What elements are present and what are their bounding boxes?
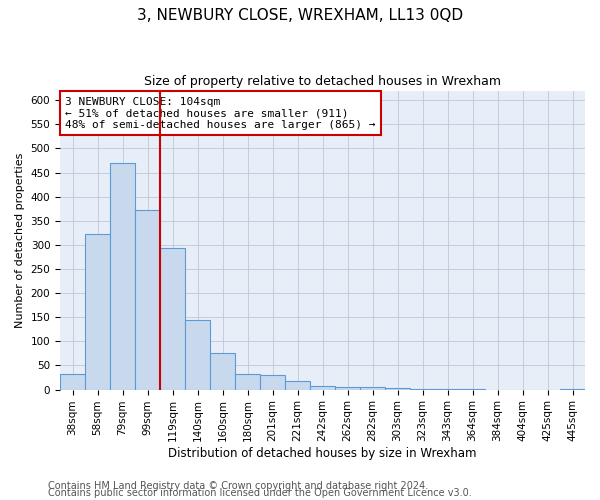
Title: Size of property relative to detached houses in Wrexham: Size of property relative to detached ho… [144,75,501,88]
Bar [85,234,110,390]
Bar [160,248,185,390]
Bar [385,388,410,390]
Bar [310,386,335,390]
Text: Contains public sector information licensed under the Open Government Licence v3: Contains public sector information licen… [48,488,472,498]
Bar [260,375,285,390]
Bar [410,388,435,390]
Bar [435,388,460,390]
Bar [110,163,135,390]
Bar [560,388,585,390]
Bar [135,210,160,390]
Text: 3, NEWBURY CLOSE, WREXHAM, LL13 0QD: 3, NEWBURY CLOSE, WREXHAM, LL13 0QD [137,8,463,22]
Bar [285,382,310,390]
Bar [60,374,85,390]
Text: 3 NEWBURY CLOSE: 104sqm
← 51% of detached houses are smaller (911)
48% of semi-d: 3 NEWBURY CLOSE: 104sqm ← 51% of detache… [65,96,376,130]
Bar [235,374,260,390]
X-axis label: Distribution of detached houses by size in Wrexham: Distribution of detached houses by size … [168,447,477,460]
Bar [185,320,210,390]
Text: Contains HM Land Registry data © Crown copyright and database right 2024.: Contains HM Land Registry data © Crown c… [48,481,428,491]
Bar [360,387,385,390]
Bar [210,354,235,390]
Bar [335,387,360,390]
Y-axis label: Number of detached properties: Number of detached properties [15,152,25,328]
